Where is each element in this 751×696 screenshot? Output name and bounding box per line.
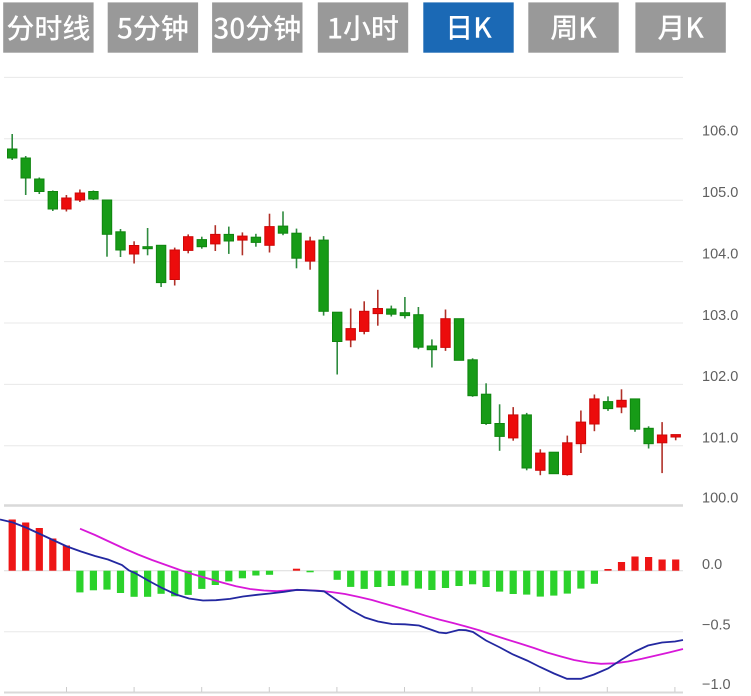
svg-text:105.0: 105.0 [702,185,738,201]
svg-text:−1.0: −1.0 [702,677,731,693]
svg-text:100.0: 100.0 [702,491,738,507]
svg-text:101.0: 101.0 [702,431,738,447]
svg-text:103.0: 103.0 [702,308,738,324]
svg-text:104.0: 104.0 [702,246,738,262]
svg-text:106.0: 106.0 [702,124,738,140]
svg-text:−0.5: −0.5 [702,617,731,633]
svg-text:102.0: 102.0 [702,369,738,385]
svg-text:0.0: 0.0 [702,557,722,573]
